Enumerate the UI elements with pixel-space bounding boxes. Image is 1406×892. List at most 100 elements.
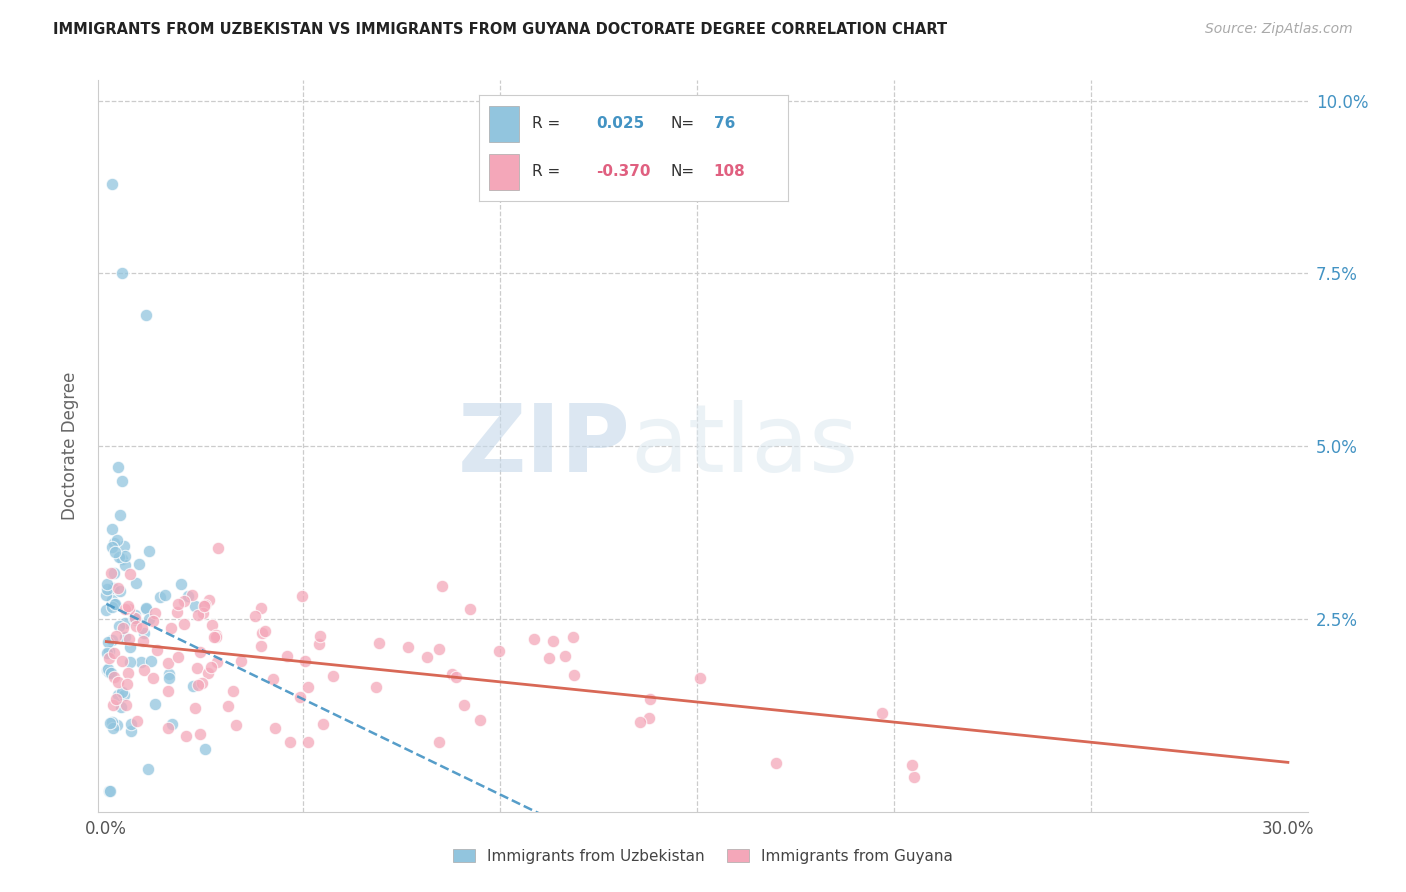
Point <box>108 584 131 599</box>
Point <box>156 721 179 735</box>
Point <box>135 308 157 322</box>
Point <box>184 701 207 715</box>
Point <box>187 607 209 622</box>
Text: ZIP: ZIP <box>457 400 630 492</box>
Point <box>101 592 124 607</box>
Point <box>207 655 229 669</box>
Point <box>124 607 146 622</box>
Point <box>488 644 510 658</box>
Point <box>174 729 197 743</box>
Point <box>537 651 560 665</box>
Point <box>100 540 122 554</box>
Point <box>122 610 145 624</box>
Point <box>96 664 118 678</box>
Y-axis label: Doctorate Degree: Doctorate Degree <box>60 372 79 520</box>
Point <box>110 685 132 699</box>
Point <box>114 698 136 713</box>
Point <box>136 762 159 776</box>
Point <box>184 599 207 614</box>
Point <box>101 177 124 191</box>
Point <box>291 589 314 603</box>
Point <box>441 666 464 681</box>
Point <box>107 717 129 731</box>
Point <box>97 665 120 680</box>
Point <box>193 599 215 614</box>
Point <box>96 582 118 596</box>
Point <box>120 566 142 581</box>
Point <box>166 605 188 619</box>
Point <box>276 648 298 663</box>
Point <box>181 588 204 602</box>
Text: Source: ZipAtlas.com: Source: ZipAtlas.com <box>1205 22 1353 37</box>
Point <box>187 678 209 692</box>
Point <box>427 641 450 656</box>
Legend: Immigrants from Uzbekistan, Immigrants from Guyana: Immigrants from Uzbekistan, Immigrants f… <box>447 843 959 870</box>
Point <box>103 698 125 713</box>
Point <box>125 714 148 728</box>
Point <box>322 669 344 683</box>
Point <box>103 536 125 550</box>
Point <box>142 614 165 628</box>
Point <box>264 722 287 736</box>
Point <box>145 697 167 711</box>
Point <box>229 654 252 668</box>
Point <box>157 667 180 681</box>
Point <box>901 758 924 772</box>
Point <box>294 654 316 668</box>
Point <box>104 544 127 558</box>
Point <box>120 640 142 654</box>
Point <box>207 541 229 555</box>
Point <box>288 690 311 704</box>
Point <box>114 630 136 644</box>
Point <box>396 640 419 654</box>
Point <box>103 646 125 660</box>
Point <box>114 616 136 631</box>
Point <box>145 606 167 620</box>
Point <box>253 624 276 639</box>
Point <box>110 700 132 714</box>
Point <box>105 691 128 706</box>
Text: atlas: atlas <box>630 400 859 492</box>
Point <box>135 600 157 615</box>
Point <box>204 628 226 642</box>
Point <box>157 671 180 685</box>
Point <box>156 656 179 670</box>
Point <box>278 735 301 749</box>
Point <box>117 665 139 680</box>
Point <box>194 742 217 756</box>
Point <box>191 606 214 620</box>
Point <box>250 625 273 640</box>
Point <box>100 599 122 614</box>
Point <box>188 645 211 659</box>
Point <box>870 706 893 720</box>
Point <box>142 672 165 686</box>
Point <box>262 673 284 687</box>
Point <box>115 677 138 691</box>
Point <box>108 549 131 564</box>
Point <box>427 735 450 749</box>
Point <box>554 648 576 663</box>
Point <box>107 619 129 633</box>
Point <box>97 662 120 676</box>
Point <box>101 633 124 648</box>
Point <box>117 599 139 613</box>
Point <box>107 674 129 689</box>
Text: IMMIGRANTS FROM UZBEKISTAN VS IMMIGRANTS FROM GUYANA DOCTORATE DEGREE CORRELATIO: IMMIGRANTS FROM UZBEKISTAN VS IMMIGRANTS… <box>53 22 948 37</box>
Point <box>201 617 224 632</box>
Point <box>186 660 208 674</box>
Point <box>309 629 332 643</box>
Point <box>416 650 439 665</box>
Point <box>250 601 273 615</box>
Point <box>173 617 195 632</box>
Point <box>129 656 152 670</box>
Point <box>120 655 142 669</box>
Point <box>100 566 122 580</box>
Point <box>111 474 134 488</box>
Point <box>170 576 193 591</box>
Point <box>96 577 118 591</box>
Point <box>153 588 176 602</box>
Point <box>107 459 129 474</box>
Point <box>135 602 157 616</box>
Point <box>167 597 190 611</box>
Point <box>250 639 273 653</box>
